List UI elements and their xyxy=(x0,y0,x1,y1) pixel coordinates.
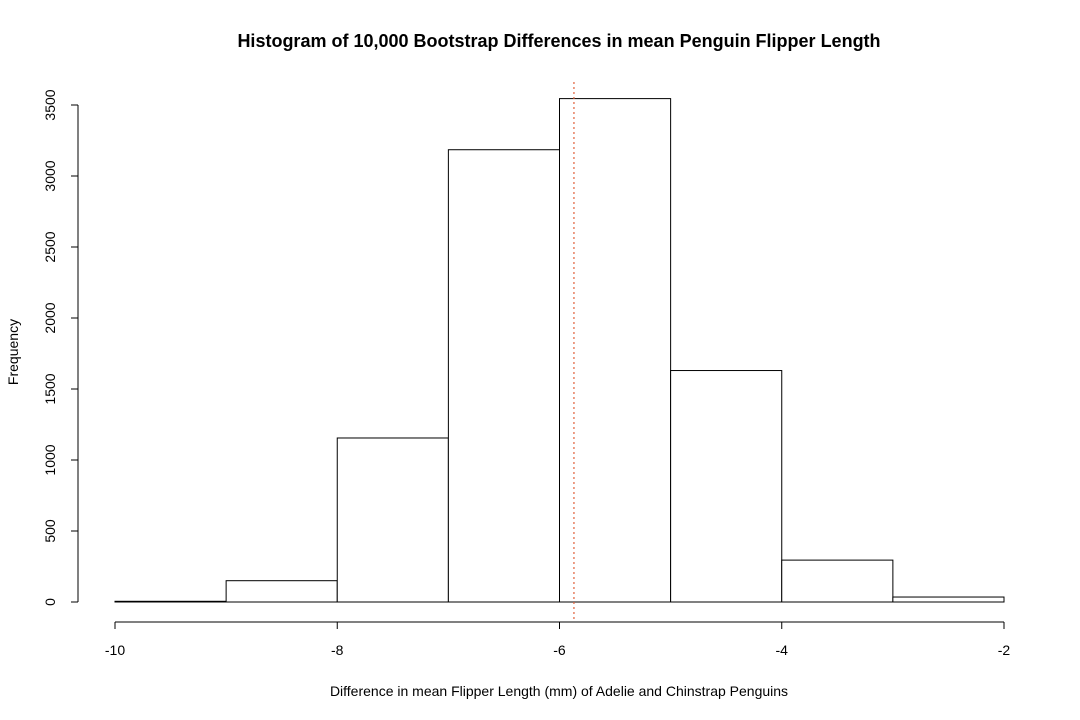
histogram-bar-2 xyxy=(336,437,449,603)
y-axis: 0 500 1000 1500 2000 2500 3000 3500 xyxy=(42,89,79,606)
y-tick-label: 0 xyxy=(42,598,58,606)
x-tick-label: -8 xyxy=(331,642,344,658)
histogram-bar-7 xyxy=(892,596,1005,603)
x-tick-label: -4 xyxy=(776,642,789,658)
histogram-bar-5 xyxy=(670,370,783,603)
x-axis-label: Difference in mean Flipper Length (mm) o… xyxy=(330,683,788,699)
histogram-bar-1 xyxy=(225,580,338,603)
x-tick-label: -6 xyxy=(553,642,566,658)
histogram-bar-0 xyxy=(114,600,227,603)
chart-title: Histogram of 10,000 Bootstrap Difference… xyxy=(237,31,880,51)
x-tick-label: -10 xyxy=(105,642,125,658)
y-tick-label: 1000 xyxy=(42,444,58,475)
y-tick-label: 3500 xyxy=(42,89,58,120)
y-tick-label: 2500 xyxy=(42,231,58,262)
y-tick-label: 3000 xyxy=(42,160,58,191)
y-tick-label: 1500 xyxy=(42,373,58,404)
x-tick-label: -2 xyxy=(998,642,1011,658)
histogram-bar-4 xyxy=(559,98,672,603)
y-tick-label: 500 xyxy=(42,519,58,543)
histogram-bar-6 xyxy=(781,559,894,603)
y-axis-label: Frequency xyxy=(5,319,21,385)
histogram-bar-3 xyxy=(447,149,560,603)
histogram-bars xyxy=(114,98,1005,603)
y-tick-label: 2000 xyxy=(42,302,58,333)
x-axis: -10 -8 -6 -4 -2 xyxy=(105,621,1011,658)
